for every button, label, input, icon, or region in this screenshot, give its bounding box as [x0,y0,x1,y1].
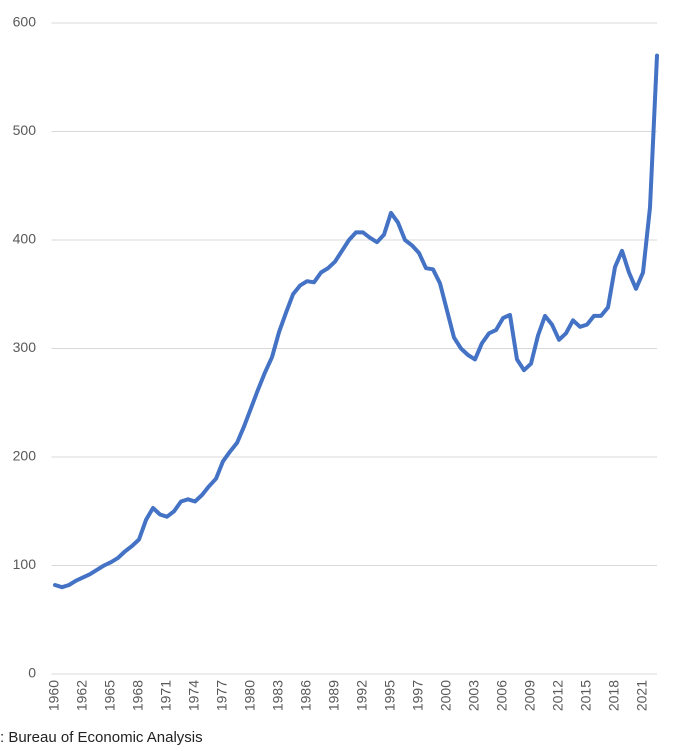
y-tick-label: 200 [13,448,37,464]
x-tick-label: 2003 [466,680,482,711]
x-tick-label: 2012 [550,680,566,711]
x-tick-label: 1974 [186,680,202,711]
y-tick-label: 400 [13,231,37,247]
y-tick-label: 600 [13,14,37,30]
x-tick-label: 1983 [270,680,286,711]
y-tick-label: 0 [28,665,36,681]
y-tick-label: 100 [13,556,37,572]
x-tick-label: 1995 [382,680,398,711]
x-tick-label: 1971 [158,680,174,711]
y-tick-label: 300 [13,339,37,355]
x-tick-label: 1980 [242,680,258,711]
x-tick-label: 2015 [578,680,594,711]
x-tick-label: 1997 [410,680,426,711]
x-tick-label: 2009 [522,680,538,711]
x-tick-label: 1965 [102,680,118,711]
x-tick-label: 1960 [46,680,62,711]
x-tick-label: 1992 [354,680,370,711]
source-note: : Bureau of Economic Analysis [0,729,203,746]
data-line [53,53,659,590]
x-tick-label: 1989 [326,680,342,711]
y-tick-label: 500 [13,122,37,138]
x-tick-label: 1968 [130,680,146,711]
x-tick-label: 2021 [634,680,650,711]
x-tick-label: 2018 [606,680,622,711]
x-tick-label: 2000 [438,680,454,711]
x-tick-label: 1977 [214,680,230,711]
x-tick-label: 2006 [494,680,510,711]
x-tick-label: 1962 [74,680,90,711]
x-tick-label: 1986 [298,680,314,711]
